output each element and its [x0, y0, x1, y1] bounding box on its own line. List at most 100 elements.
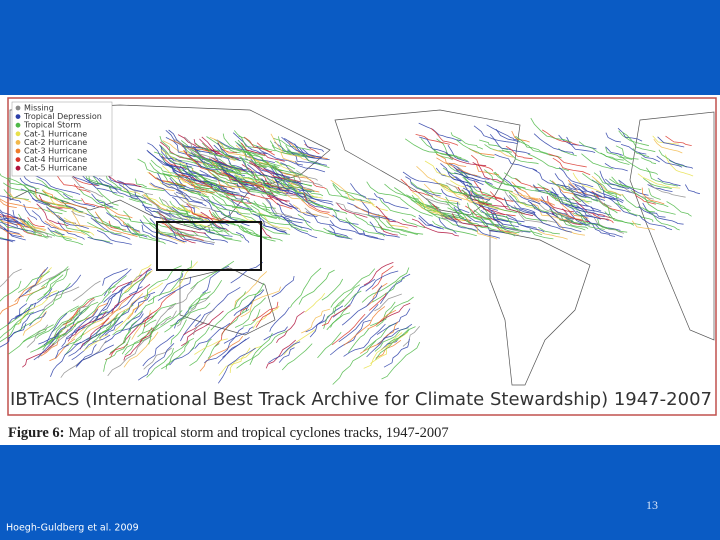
storm-track	[366, 323, 413, 358]
storm-track	[103, 280, 132, 303]
storm-track	[343, 323, 386, 357]
storm-track	[494, 171, 522, 190]
storm-track	[213, 154, 248, 171]
storm-track	[38, 207, 63, 215]
storm-track	[18, 270, 50, 293]
storm-track	[111, 283, 151, 314]
storm-track	[478, 203, 505, 215]
storm-track	[362, 230, 385, 241]
legend-swatch	[15, 165, 21, 171]
storm-track	[415, 198, 454, 218]
storm-track	[371, 265, 394, 290]
storm-track	[471, 154, 494, 172]
storm-track	[18, 267, 49, 299]
storm-track	[251, 202, 278, 215]
storm-track	[256, 145, 303, 166]
storm-track	[385, 220, 419, 236]
storm-track	[166, 208, 189, 218]
storm-track	[366, 181, 401, 199]
storm-track	[157, 211, 206, 234]
storm-track	[81, 198, 109, 209]
storm-track	[572, 183, 603, 197]
storm-track	[567, 209, 590, 226]
storm-track	[83, 334, 109, 352]
storm-track	[375, 302, 411, 326]
storm-track	[332, 214, 359, 225]
storm-track	[618, 179, 649, 196]
storm-track	[450, 132, 484, 150]
storm-track	[597, 218, 628, 233]
storm-track	[121, 323, 160, 355]
storm-track	[161, 337, 195, 370]
storm-track	[74, 317, 116, 346]
storm-track	[241, 200, 278, 220]
south-america	[489, 229, 591, 386]
storm-track	[401, 218, 426, 229]
storm-track	[619, 155, 659, 175]
legend-label: Cat-2 Hurricane	[24, 138, 87, 147]
storm-track	[31, 210, 59, 230]
storm-track	[658, 149, 687, 168]
storm-track	[647, 184, 673, 192]
storm-track	[232, 132, 268, 154]
storm-track	[169, 291, 207, 327]
storm-track	[0, 280, 22, 302]
storm-track	[410, 181, 442, 195]
storm-track	[2, 182, 36, 195]
storm-track	[515, 135, 549, 154]
storm-track	[0, 198, 39, 210]
storm-track	[224, 181, 245, 189]
storm-track	[96, 230, 132, 245]
storm-track	[209, 136, 249, 158]
storm-track	[531, 203, 572, 222]
storm-track	[553, 193, 582, 202]
storm-track	[268, 341, 301, 364]
storm-track	[639, 215, 673, 231]
citation: Hoegh-Guldberg et al. 2009	[6, 523, 139, 534]
storm-track	[330, 268, 376, 308]
storm-track	[158, 273, 184, 296]
storm-track	[108, 186, 124, 198]
storm-track	[370, 332, 403, 364]
storm-track	[595, 180, 622, 197]
storm-track	[326, 188, 348, 198]
storm-track	[173, 192, 217, 212]
storm-track	[72, 209, 105, 230]
storm-track	[112, 225, 143, 237]
storm-track	[484, 181, 513, 192]
storm-track	[50, 341, 82, 377]
storm-tracks	[0, 117, 700, 385]
storm-track	[345, 217, 385, 237]
storm-track	[630, 189, 669, 208]
storm-track	[199, 216, 227, 230]
storm-track	[202, 265, 230, 294]
storm-track	[494, 153, 538, 171]
storm-track	[8, 328, 47, 355]
storm-track	[641, 187, 665, 205]
storm-track	[520, 224, 545, 233]
storm-track	[321, 305, 351, 326]
storm-track	[505, 145, 533, 160]
legend-swatch	[15, 105, 21, 111]
storm-track	[402, 171, 441, 185]
storm-track	[70, 308, 122, 341]
storm-track	[144, 194, 175, 212]
page-number: 13	[646, 498, 658, 512]
storm-track	[372, 277, 405, 303]
storm-track	[262, 152, 285, 162]
storm-track	[234, 297, 266, 328]
storm-track	[375, 326, 416, 360]
storm-track	[247, 164, 274, 179]
storm-track	[0, 225, 25, 238]
storm-track	[509, 195, 536, 213]
storm-track	[71, 210, 85, 218]
storm-track	[159, 135, 199, 161]
storm-track	[193, 308, 215, 336]
storm-track	[645, 167, 678, 187]
storm-track	[54, 282, 71, 301]
storm-track	[22, 343, 55, 368]
storm-track	[95, 198, 131, 220]
storm-track	[27, 172, 81, 195]
storm-track	[508, 191, 549, 213]
